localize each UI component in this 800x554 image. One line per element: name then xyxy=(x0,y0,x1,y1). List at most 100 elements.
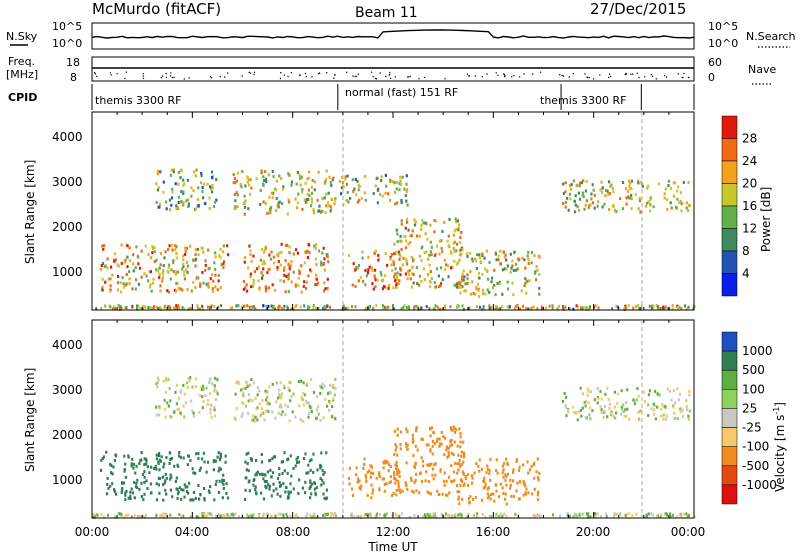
heatmap-cell xyxy=(249,249,252,253)
heatmap-cell xyxy=(568,184,572,187)
heatmap-cell xyxy=(288,265,291,269)
colorbar-swatch xyxy=(721,331,738,352)
heatmap-cell xyxy=(174,248,177,252)
heatmap-cell xyxy=(447,244,450,248)
heatmap-cell xyxy=(307,176,310,180)
heatmap-cell xyxy=(106,266,109,270)
heatmap-cell xyxy=(461,285,464,288)
heatmap-cell xyxy=(122,285,125,289)
nave-point xyxy=(169,75,172,77)
heatmap-cell xyxy=(356,477,360,481)
heatmap-cell xyxy=(179,391,182,394)
heatmap-cell xyxy=(281,392,284,396)
heatmap-cell xyxy=(219,286,222,290)
heatmap-cell xyxy=(443,221,446,224)
heatmap-cell xyxy=(462,455,466,459)
heatmap-cell xyxy=(527,258,530,261)
heatmap-cell xyxy=(607,397,610,401)
heatmap-cell xyxy=(515,460,518,463)
heatmap-cell xyxy=(247,393,250,397)
heatmap-cell xyxy=(159,263,162,267)
heatmap-cell xyxy=(113,252,116,256)
heatmap-cell xyxy=(164,415,167,419)
heatmap-cell xyxy=(290,180,293,184)
heatmap-cell xyxy=(350,512,353,516)
heatmap-cell xyxy=(266,211,269,215)
heatmap-cell xyxy=(621,181,625,184)
heatmap-cell xyxy=(511,259,514,263)
heatmap-cell xyxy=(240,185,243,189)
heatmap-cell xyxy=(308,170,311,174)
heatmap-cell xyxy=(158,451,161,455)
heatmap-cell xyxy=(124,462,127,466)
heatmap-cell xyxy=(388,284,391,287)
heatmap-cell xyxy=(625,401,628,404)
heatmap-cell xyxy=(457,227,460,231)
heatmap-cell xyxy=(426,463,429,467)
heatmap-cell xyxy=(338,179,341,183)
heatmap-cell xyxy=(197,456,200,460)
heatmap-cell xyxy=(181,288,184,292)
heatmap-cell xyxy=(523,284,526,288)
freq-tick-bottom: 8 xyxy=(70,71,77,84)
heatmap-cell xyxy=(126,255,129,259)
heatmap-cell xyxy=(429,492,432,496)
heatmap-cell xyxy=(461,247,464,251)
heatmap-cell xyxy=(463,275,466,279)
beam-title: Beam 11 xyxy=(355,5,418,21)
heatmap-cell xyxy=(124,283,127,287)
heatmap-cell xyxy=(562,202,565,206)
heatmap-cell xyxy=(315,486,318,490)
heatmap-cell xyxy=(640,409,643,413)
heatmap-cell xyxy=(143,457,146,461)
heatmap-cell xyxy=(524,491,527,495)
heatmap-cell xyxy=(322,492,325,496)
heatmap-cell xyxy=(252,478,255,482)
heatmap-cell xyxy=(249,383,252,387)
heatmap-cell xyxy=(693,305,696,309)
heatmap-cell xyxy=(612,414,615,418)
heatmap-cell xyxy=(266,390,269,394)
heatmap-cell xyxy=(199,284,202,288)
heatmap-cell xyxy=(407,270,410,273)
heatmap-cell xyxy=(279,381,282,385)
heatmap-cell xyxy=(594,515,597,518)
heatmap-cell xyxy=(254,485,257,489)
nave-point xyxy=(209,76,212,78)
heatmap-cell xyxy=(371,282,374,286)
heatmap-cell xyxy=(292,467,295,470)
heatmap-cell xyxy=(442,479,445,483)
heatmap-cell xyxy=(326,304,329,308)
heatmap-cell xyxy=(505,457,508,461)
heatmap-cell xyxy=(510,494,513,498)
heatmap-cell xyxy=(266,470,269,474)
heatmap-cell xyxy=(467,512,470,516)
heatmap-cell xyxy=(288,492,291,496)
heatmap-cell xyxy=(686,515,689,519)
nave-point xyxy=(423,76,426,79)
heatmap-cell xyxy=(309,406,312,410)
heatmap-cell xyxy=(221,496,224,500)
heatmap-cell xyxy=(286,458,289,462)
heatmap-cell xyxy=(280,242,283,246)
heatmap-cell xyxy=(378,471,381,475)
heatmap-cell xyxy=(332,397,335,401)
heatmap-cell xyxy=(249,192,252,196)
heatmap-cell xyxy=(390,253,393,257)
heatmap-cell xyxy=(162,498,165,502)
heatmap-cell xyxy=(469,270,472,274)
heatmap-cell xyxy=(394,463,397,467)
heatmap-cell xyxy=(384,461,387,465)
heatmap-cell xyxy=(143,480,146,484)
heatmap-cell xyxy=(130,462,133,466)
heatmap-cell xyxy=(303,280,306,284)
heatmap-cell xyxy=(356,179,359,183)
heatmap-cell xyxy=(215,198,218,202)
heatmap-cell xyxy=(308,459,311,463)
heatmap-cell xyxy=(436,489,439,493)
heatmap-cell xyxy=(121,487,124,490)
heatmap-cell xyxy=(358,515,361,519)
date-title: 27/Dec/2015 xyxy=(590,0,686,18)
heatmap-cell xyxy=(582,195,585,199)
